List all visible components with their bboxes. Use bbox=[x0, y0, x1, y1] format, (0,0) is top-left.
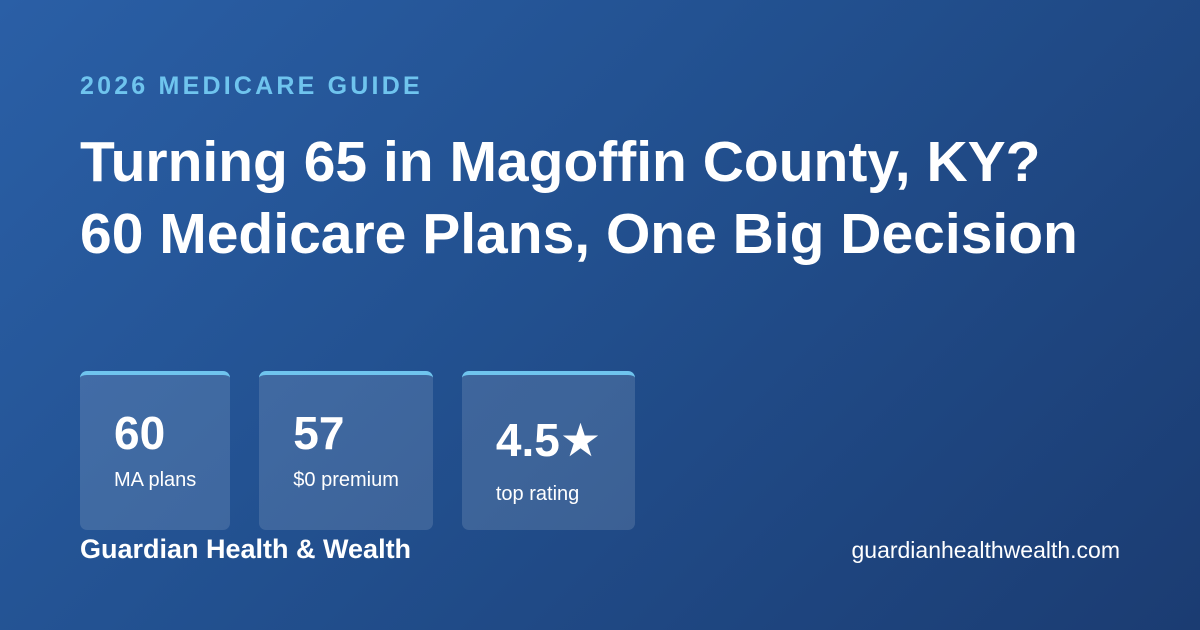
stat-label: MA plans bbox=[114, 469, 197, 491]
stat-label: $0 premium bbox=[293, 469, 399, 491]
title: Turning 65 in Magoffin County, KY? 60 Me… bbox=[80, 130, 1078, 266]
stat-value: 60 bbox=[114, 407, 166, 459]
stats: 60 MA plans 57 $0 premium 4.5★ top rating bbox=[80, 371, 636, 530]
eyebrow: 2026 MEDICARE GUIDE bbox=[80, 72, 423, 100]
stat-label: top rating bbox=[495, 483, 580, 505]
stat-card: 4.5★ top rating bbox=[461, 371, 636, 530]
url: guardianhealthwealth.com bbox=[851, 537, 1120, 563]
stat-value: 4.5★ bbox=[495, 414, 602, 466]
stat-card: 57 $0 premium bbox=[259, 371, 433, 530]
stat-value: 57 bbox=[293, 407, 345, 459]
stat-card: 60 MA plans bbox=[80, 371, 231, 530]
brand: Guardian Health & Wealth bbox=[80, 534, 412, 564]
